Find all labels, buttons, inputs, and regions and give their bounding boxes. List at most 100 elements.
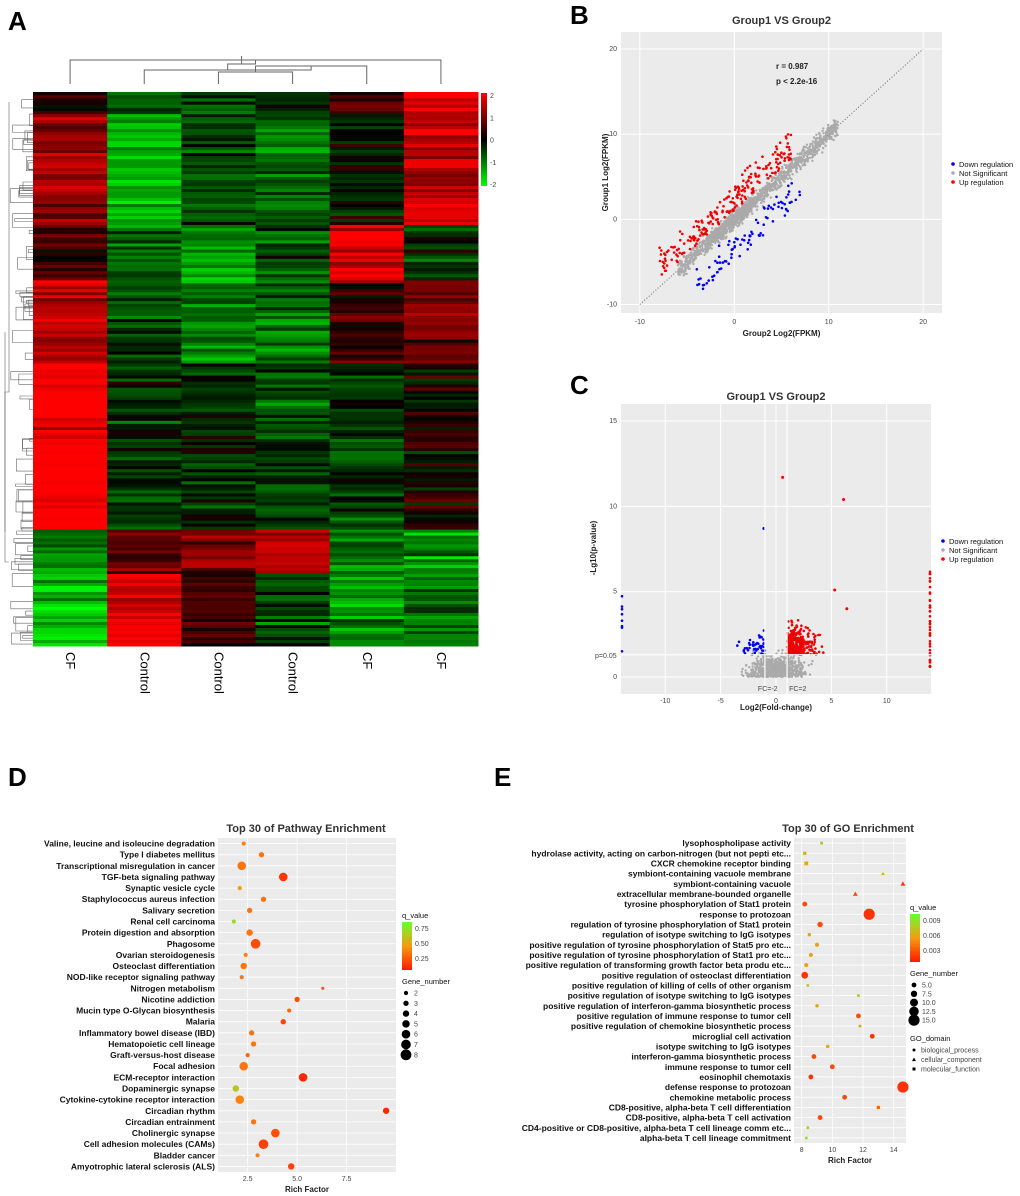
dendro-branch bbox=[9, 188, 33, 203]
ns-point bbox=[834, 120, 837, 123]
dendro-branch bbox=[23, 307, 33, 320]
ns-point bbox=[747, 200, 750, 204]
heatmap-cell bbox=[329, 538, 405, 542]
heatmap-cell bbox=[107, 330, 182, 335]
heatmap-cell bbox=[329, 600, 405, 605]
heatmap-cell bbox=[33, 573, 108, 578]
ns-point bbox=[751, 193, 754, 196]
heatmap-cell bbox=[107, 280, 182, 284]
up-point bbox=[778, 153, 782, 157]
colorbar-tick: -1 bbox=[490, 160, 496, 167]
term-label: extracellular membrane-bounded organelle bbox=[617, 889, 792, 899]
up-point bbox=[800, 648, 803, 651]
heatmap-cell bbox=[255, 177, 331, 181]
ns-point bbox=[808, 156, 812, 159]
heatmap-cell bbox=[403, 318, 479, 323]
up-point bbox=[802, 629, 806, 633]
heatmap-cell bbox=[181, 224, 256, 229]
ns-point bbox=[806, 149, 809, 153]
chart-title: Top 30 of GO Enrichment bbox=[782, 823, 914, 835]
heatmap-cell bbox=[255, 351, 331, 356]
heatmap-cell bbox=[403, 363, 479, 367]
ns-point bbox=[688, 259, 692, 262]
heatmap-cell bbox=[255, 330, 331, 335]
heatmap-cell bbox=[181, 603, 256, 608]
heatmap-cell bbox=[255, 304, 331, 308]
down-point bbox=[620, 650, 624, 653]
heatmap-cell bbox=[33, 339, 108, 344]
ns-point bbox=[772, 675, 775, 678]
up-point bbox=[780, 151, 783, 154]
heatmap-cell bbox=[255, 496, 331, 500]
heatmap-cell bbox=[329, 318, 405, 323]
up-point bbox=[807, 645, 811, 648]
heatmap-cell bbox=[181, 327, 256, 332]
ns-point bbox=[758, 669, 762, 672]
heatmap-cell bbox=[181, 215, 256, 220]
heatmap-cell bbox=[33, 463, 108, 467]
up-point bbox=[709, 220, 712, 223]
heatmap-cell bbox=[107, 448, 182, 452]
heatmap-cell bbox=[329, 315, 405, 320]
heatmap-cell bbox=[107, 107, 182, 112]
heatmap-cell bbox=[33, 147, 108, 151]
ns-point bbox=[824, 132, 828, 135]
heatmap-cell bbox=[181, 420, 256, 425]
ns-point bbox=[729, 221, 732, 224]
x-tick: 10 bbox=[828, 1147, 836, 1154]
down-point bbox=[783, 214, 787, 217]
heatmap-cell bbox=[33, 261, 108, 266]
ns-point bbox=[764, 194, 767, 198]
heatmap-cell bbox=[181, 454, 256, 458]
shape-legend-title: GO_domain bbox=[910, 1034, 950, 1043]
heatmap-cell bbox=[255, 366, 331, 370]
heatmap-cell bbox=[329, 502, 405, 506]
up-point bbox=[775, 145, 778, 148]
heatmap-cell bbox=[403, 472, 479, 476]
term-marker bbox=[808, 952, 813, 957]
heatmap-cell bbox=[329, 466, 405, 470]
heatmap-cell bbox=[255, 499, 331, 503]
up-point bbox=[928, 645, 932, 648]
ns-point bbox=[722, 228, 725, 232]
heatmap-cell bbox=[107, 126, 182, 130]
heatmap-cell bbox=[107, 98, 182, 102]
heatmap-cell bbox=[329, 357, 405, 361]
heatmap-cell bbox=[181, 582, 256, 587]
ns-point bbox=[836, 120, 839, 124]
heatmap-cell bbox=[33, 618, 108, 623]
heatmap-cell bbox=[255, 339, 331, 344]
heatmap-cell bbox=[255, 224, 331, 229]
ns-point bbox=[824, 144, 827, 147]
down-point bbox=[788, 201, 792, 204]
ns-point bbox=[805, 151, 808, 154]
heatmap-cell bbox=[403, 249, 479, 254]
ns-point bbox=[829, 129, 833, 132]
heatmap-cell bbox=[403, 640, 479, 644]
heatmap-cell bbox=[403, 228, 479, 232]
ns-point bbox=[734, 212, 737, 215]
dendro-branch bbox=[24, 352, 33, 360]
ns-point bbox=[781, 649, 784, 652]
ns-point bbox=[741, 209, 744, 212]
ns-point bbox=[755, 657, 758, 660]
up-point bbox=[694, 220, 698, 223]
heatmap-cell bbox=[329, 212, 405, 217]
ns-point bbox=[830, 137, 833, 141]
heatmap-cell bbox=[255, 448, 331, 452]
heatmap-cell bbox=[107, 571, 182, 575]
term-label: positive regulation of chemokine biosynt… bbox=[571, 1021, 791, 1031]
heatmap-cell bbox=[33, 324, 108, 329]
heatmap-cell bbox=[33, 313, 108, 317]
ns-point bbox=[681, 270, 685, 273]
heatmap-cell bbox=[33, 631, 108, 635]
ns-point bbox=[810, 662, 813, 666]
heatmap-cell bbox=[181, 277, 256, 281]
down-point bbox=[760, 636, 763, 639]
heatmap-cell bbox=[33, 206, 108, 211]
heatmap-cell bbox=[33, 432, 108, 437]
heatmap-cell bbox=[403, 192, 479, 196]
heatmap-cell bbox=[181, 141, 256, 145]
heatmap-cell bbox=[107, 101, 182, 106]
up-point bbox=[764, 167, 768, 170]
